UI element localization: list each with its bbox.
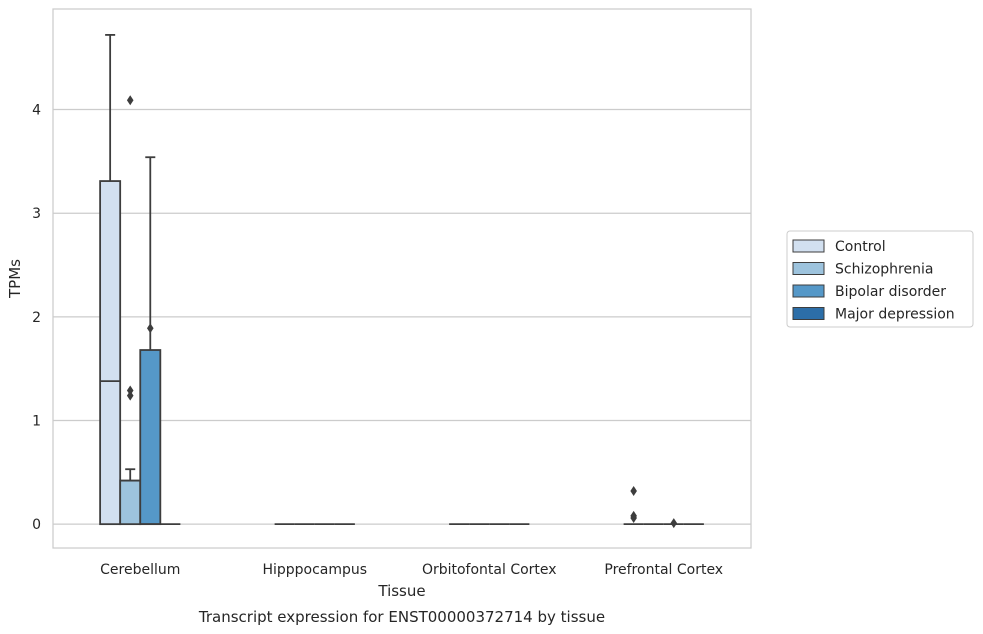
box-prefrontal-cortex-bipolar-disorder bbox=[663, 518, 684, 529]
y-tick-label: 1 bbox=[32, 414, 41, 430]
legend-swatch bbox=[792, 284, 825, 298]
box-prefrontal-cortex-control bbox=[623, 485, 644, 526]
x-tick-label: Cerebellum bbox=[100, 562, 180, 578]
legend-label: Control bbox=[835, 239, 886, 255]
outlier-point bbox=[146, 323, 154, 334]
x-tick-labels: Cerebellum Hipppocampus Orbitofontal Corte… bbox=[100, 562, 723, 578]
outlier-point bbox=[630, 512, 637, 523]
legend-label: Major depression bbox=[835, 307, 955, 323]
legend-label: Schizophrenia bbox=[835, 262, 933, 278]
chart-caption: Transcript expression for ENST0000037271… bbox=[198, 608, 605, 626]
x-tick-label: Orbitofontal Cortex bbox=[422, 562, 557, 578]
y-tick-label: 2 bbox=[32, 310, 41, 326]
legend-label: Bipolar disorder bbox=[835, 284, 946, 300]
box-marks bbox=[99, 34, 704, 529]
legend-swatch bbox=[792, 307, 825, 320]
box-body bbox=[119, 479, 142, 526]
outlier-point bbox=[126, 390, 134, 401]
legend-frame bbox=[786, 230, 974, 328]
outlier-point bbox=[126, 385, 134, 396]
box-cerebellum-schizophrenia bbox=[119, 95, 142, 526]
y-axis-label: TPMs bbox=[6, 259, 24, 299]
box-cerebellum-bipolar-disorder bbox=[139, 156, 162, 526]
outlier-point bbox=[670, 518, 678, 529]
box-cerebellum-control bbox=[99, 34, 122, 526]
box-body bbox=[99, 180, 122, 526]
legend-swatch bbox=[792, 262, 825, 275]
y-tick-labels: 0 1 2 3 4 bbox=[32, 103, 41, 534]
y-tick-label: 0 bbox=[32, 517, 41, 533]
x-axis-label: Tissue bbox=[377, 582, 425, 600]
legend: Control Schizophrenia Bipolar disorder Majo… bbox=[786, 230, 974, 328]
outlier-point bbox=[630, 485, 637, 496]
y-tick-label: 3 bbox=[32, 206, 41, 222]
y-tick-label: 4 bbox=[32, 103, 41, 119]
box-body bbox=[139, 349, 162, 526]
x-tick-label: Prefrontal Cortex bbox=[604, 562, 723, 578]
plot-frame bbox=[52, 8, 752, 549]
outlier-point bbox=[126, 95, 134, 106]
legend-swatch bbox=[792, 239, 825, 253]
x-tick-label: Hipppocampus bbox=[262, 562, 367, 578]
